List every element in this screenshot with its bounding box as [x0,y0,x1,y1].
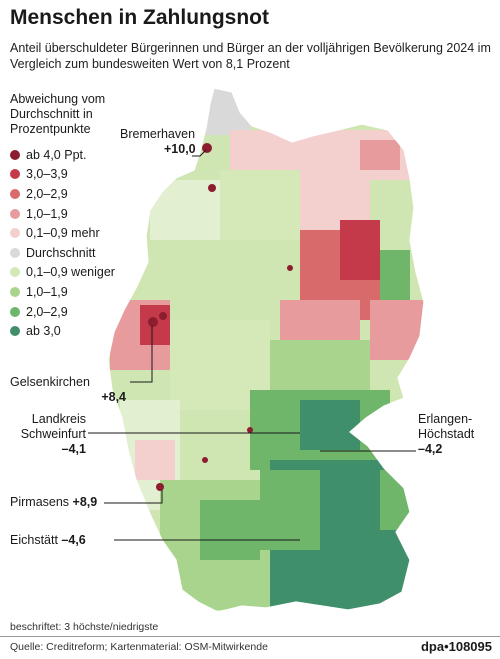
hotspot-east [402,387,408,393]
hotspot-schweinfurt-city [247,427,253,433]
callout-bremerhaven-name: Bremerhaven [120,127,196,141]
legend-item: ab 3,0 [10,321,115,341]
legend-label: ab 3,0 [26,324,61,339]
region-north-pink [230,130,290,170]
callout-eichstaett: Eichstätt –4,6 [10,533,86,548]
legend: ab 4,0 Ppt. 3,0–3,9 2,0–2,9 1,0–1,9 0,1–0,9 … [10,145,115,341]
callout-schweinfurt-name1: Landkreis [31,412,86,426]
region-mv-east [360,140,400,170]
callout-schweinfurt-name2: Schweinfurt [20,427,86,441]
legend-label: 0,1–0,9 mehr [26,226,100,241]
legend-item: 3,0–3,9 [10,165,115,185]
hotspot-bremerhaven [202,143,212,153]
legend-swatch [10,306,20,317]
region-niederbayern [380,470,420,530]
legend-label: 1,0–1,9 [26,284,68,299]
hotspot-kiel [252,105,258,111]
legend-swatch [10,247,20,258]
legend-swatch [10,149,20,160]
callout-line-bremerhaven [192,149,207,157]
callout-gelsenkirchen-value: +8,4 [101,390,126,404]
hotspot-gelsenkirchen [148,317,158,327]
legend-item: 2,0–2,9 [10,302,115,322]
region-ns-center [220,170,300,240]
map-regions [108,88,424,612]
legend-label: ab 4,0 Ppt. [26,147,87,162]
region-thueringen-north [280,300,360,340]
callout-line-gelsenkirchen [130,326,153,383]
legend-item: 2,0–2,9 [10,184,115,204]
region-north-gray [200,88,250,135]
legend-swatch [10,208,20,219]
footer-divider [0,636,500,637]
page-subtitle: Anteil überschuldeter Bürgerinnen und Bü… [10,41,491,71]
callout-eichstaett-value: –4,6 [61,533,86,547]
callout-bremerhaven-value: +10,0 [164,142,196,156]
legend-swatch [10,188,20,199]
legend-swatch [10,267,20,278]
callout-schweinfurt-value: –4,1 [61,442,86,456]
callout-line-pirmasens [104,490,163,504]
callout-schweinfurt: Landkreis Schweinfurt –4,1 [10,412,86,457]
legend-swatch [10,169,20,180]
callout-erlangen: Erlangen- Höchstadt –4,2 [418,412,498,457]
hotspot-bremen [208,184,216,192]
legend-item: 0,1–0,9 mehr [10,223,115,243]
legend-label: 2,0–2,9 [26,186,68,201]
dpa-credit: dpa•108095 [420,639,492,654]
legend-item: 0,1–0,9 weniger [10,263,115,283]
hotspot-ruhr-2 [159,312,167,320]
source-text: Quelle: Creditreform; Kartenmaterial: OS… [10,641,268,653]
callout-gelsenkirchen: Gelsenkirchen +8,4 [10,375,126,405]
callout-eichstaett-name: Eichstätt [10,533,58,547]
legend-title: Abweichung vom Durchschnitt in Prozentpu… [10,92,106,136]
legend-swatch [10,326,20,337]
legend-item: ab 4,0 Ppt. [10,145,115,165]
callout-erlangen-value: –4,2 [418,442,443,456]
legend-label: 0,1–0,9 weniger [26,265,115,280]
legend-item: Durchschnitt [10,243,115,263]
legend-item: 1,0–1,9 [10,282,115,302]
page-title: Menschen in Zahlungsnot [10,6,270,29]
callout-erlangen-name2: Höchstadt [418,427,475,441]
region-pfalz [135,440,175,480]
annotation-note: beschriftet: 3 höchste/niedrigste [10,621,159,633]
callout-erlangen-name1: Erlangen- [418,412,473,426]
callout-pirmasens-value: +8,9 [72,495,98,509]
region-sa-core [340,220,380,280]
germany-outline [107,87,425,613]
region-bayern-west [260,470,320,550]
region-bw-core [200,500,260,560]
legend-label: Durchschnitt [26,245,96,260]
legend-label: 3,0–3,9 [26,167,68,182]
legend-item: 1,0–1,9 [10,204,115,224]
hotspot-magdeburg [287,265,293,271]
hotspot-mannheim [202,457,208,463]
callout-pirmasens-name: Pirmasens [10,495,70,509]
callout-pirmasens: Pirmasens +8,9 [10,495,97,510]
region-franken-core [300,400,360,450]
legend-label: 1,0–1,9 [26,206,68,221]
callout-bremerhaven: Bremerhaven +10,0 [120,127,196,157]
legend-label: 2,0–2,9 [26,304,68,319]
hotspot-pirmasens [156,483,164,491]
legend-swatch [10,228,20,239]
callout-gelsenkirchen-name: Gelsenkirchen [10,375,90,389]
legend-swatch [10,286,20,297]
